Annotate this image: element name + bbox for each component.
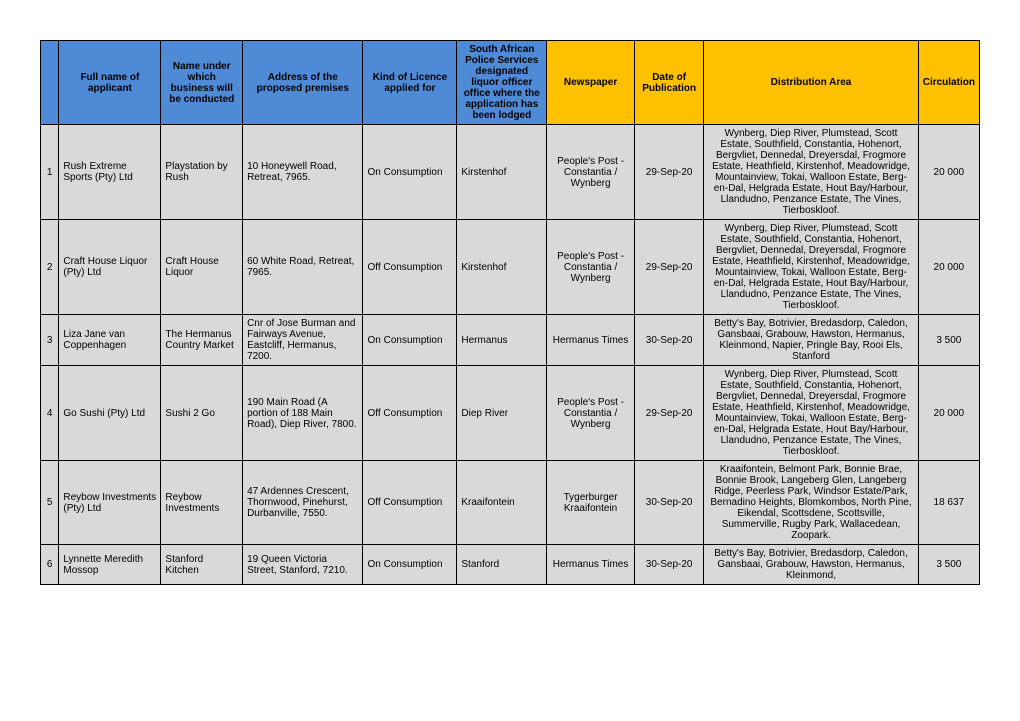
table-row: 3Liza Jane van CoppenhagenThe Hermanus C… [41, 315, 980, 366]
cell-business: Playstation by Rush [161, 125, 243, 220]
cell-address: 47 Ardennes Crescent, Thornwood, Pinehur… [243, 461, 363, 545]
table-header: Full name of applicant Name under which … [41, 41, 980, 125]
cell-applicant: Rush Extreme Sports (Pty) Ltd [59, 125, 161, 220]
cell-distribution: Betty's Bay, Botrivier, Bredasdorp, Cale… [704, 315, 918, 366]
header-applicant: Full name of applicant [59, 41, 161, 125]
cell-applicant: Craft House Liquor (Pty) Ltd [59, 220, 161, 315]
table-row: 4Go Sushi (Pty) LtdSushi 2 Go190 Main Ro… [41, 366, 980, 461]
cell-licence: Off Consumption [363, 461, 457, 545]
cell-date: 30-Sep-20 [634, 315, 703, 366]
cell-date: 30-Sep-20 [634, 545, 703, 585]
table-row: 1Rush Extreme Sports (Pty) LtdPlaystatio… [41, 125, 980, 220]
cell-applicant: Go Sushi (Pty) Ltd [59, 366, 161, 461]
table-row: 6Lynnette Meredith MossopStanford Kitche… [41, 545, 980, 585]
cell-date: 29-Sep-20 [634, 220, 703, 315]
header-saps: South African Police Services designated… [457, 41, 547, 125]
header-address: Address of the proposed premises [243, 41, 363, 125]
cell-distribution: Wynberg, Diep River, Plumstead, Scott Es… [704, 366, 918, 461]
cell-num: 6 [41, 545, 59, 585]
cell-num: 4 [41, 366, 59, 461]
cell-distribution: Wynberg, Diep River, Plumstead, Scott Es… [704, 220, 918, 315]
cell-newspaper: Hermanus Times [547, 545, 635, 585]
cell-saps: Kirstenhof [457, 125, 547, 220]
cell-address: Cnr of Jose Burman and Fairways Avenue, … [243, 315, 363, 366]
header-newspaper: Newspaper [547, 41, 635, 125]
liquor-licence-table: Full name of applicant Name under which … [40, 40, 980, 585]
cell-newspaper: People's Post - Constantia / Wynberg [547, 125, 635, 220]
cell-date: 30-Sep-20 [634, 461, 703, 545]
cell-business: Reybow Investments [161, 461, 243, 545]
cell-licence: Off Consumption [363, 220, 457, 315]
cell-circulation: 3 500 [918, 545, 979, 585]
cell-address: 60 White Road, Retreat, 7965. [243, 220, 363, 315]
cell-applicant: Lynnette Meredith Mossop [59, 545, 161, 585]
cell-date: 29-Sep-20 [634, 125, 703, 220]
cell-num: 1 [41, 125, 59, 220]
cell-saps: Kraaifontein [457, 461, 547, 545]
table-row: 2Craft House Liquor (Pty) LtdCraft House… [41, 220, 980, 315]
cell-saps: Diep River [457, 366, 547, 461]
cell-num: 2 [41, 220, 59, 315]
cell-distribution: Kraaifontein, Belmont Park, Bonnie Brae,… [704, 461, 918, 545]
cell-saps: Kirstenhof [457, 220, 547, 315]
cell-circulation: 20 000 [918, 220, 979, 315]
header-num [41, 41, 59, 125]
cell-num: 3 [41, 315, 59, 366]
cell-business: Sushi 2 Go [161, 366, 243, 461]
cell-distribution: Wynberg, Diep River, Plumstead, Scott Es… [704, 125, 918, 220]
cell-date: 29-Sep-20 [634, 366, 703, 461]
cell-licence: On Consumption [363, 545, 457, 585]
cell-address: 190 Main Road (A portion of 188 Main Roa… [243, 366, 363, 461]
cell-licence: Off Consumption [363, 366, 457, 461]
cell-newspaper: Hermanus Times [547, 315, 635, 366]
header-business: Name under which business will be conduc… [161, 41, 243, 125]
cell-newspaper: Tygerburger Kraaifontein [547, 461, 635, 545]
header-licence: Kind of Licence applied for [363, 41, 457, 125]
cell-business: The Hermanus Country Market [161, 315, 243, 366]
cell-applicant: Reybow Investments (Pty) Ltd [59, 461, 161, 545]
cell-newspaper: People's Post - Constantia / Wynberg [547, 366, 635, 461]
cell-num: 5 [41, 461, 59, 545]
cell-licence: On Consumption [363, 315, 457, 366]
table-body: 1Rush Extreme Sports (Pty) LtdPlaystatio… [41, 125, 980, 585]
header-distribution: Distribution Area [704, 41, 918, 125]
cell-distribution: Betty's Bay, Botrivier, Bredasdorp, Cale… [704, 545, 918, 585]
cell-address: 19 Queen Victoria Street, Stanford, 7210… [243, 545, 363, 585]
cell-saps: Hermanus [457, 315, 547, 366]
cell-circulation: 20 000 [918, 125, 979, 220]
cell-business: Stanford Kitchen [161, 545, 243, 585]
cell-circulation: 18 637 [918, 461, 979, 545]
cell-circulation: 3 500 [918, 315, 979, 366]
cell-applicant: Liza Jane van Coppenhagen [59, 315, 161, 366]
cell-saps: Stanford [457, 545, 547, 585]
cell-licence: On Consumption [363, 125, 457, 220]
header-circulation: Circulation [918, 41, 979, 125]
table-row: 5Reybow Investments (Pty) LtdReybow Inve… [41, 461, 980, 545]
cell-address: 10 Honeywell Road, Retreat, 7965. [243, 125, 363, 220]
cell-newspaper: People's Post - Constantia / Wynberg [547, 220, 635, 315]
header-date: Date of Publication [634, 41, 703, 125]
cell-circulation: 20 000 [918, 366, 979, 461]
cell-business: Craft House Liquor [161, 220, 243, 315]
